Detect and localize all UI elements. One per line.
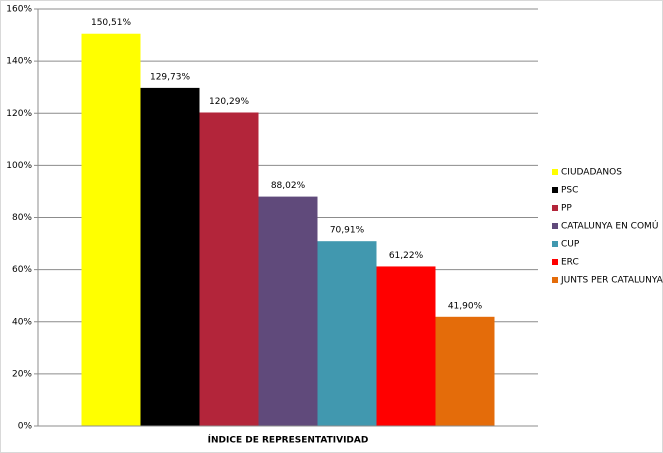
legend-label: CIUDADANOS [561, 168, 622, 178]
legend-swatch [552, 277, 558, 283]
bar [199, 112, 259, 426]
bar [140, 87, 200, 427]
legend-label: ERC [561, 258, 579, 268]
y-tick-label: 20% [12, 369, 32, 379]
legend-swatch [552, 241, 558, 247]
bar [258, 196, 318, 426]
y-tick-label: 60% [12, 265, 32, 275]
value-label: 129,73% [150, 72, 190, 82]
bar [81, 33, 141, 427]
x-tick-label: ÍNDICE DE REPRESENTATIVIDAD [208, 434, 369, 446]
y-tick-label: 40% [12, 317, 32, 327]
bar [376, 266, 436, 426]
value-label: 41,90% [448, 301, 483, 311]
y-tick-label: 120% [6, 109, 32, 119]
legend-swatch [552, 205, 558, 211]
value-label: 70,91% [330, 226, 365, 236]
legend-label: PP [561, 204, 572, 214]
y-tick-label: 0% [18, 422, 33, 432]
bar [435, 316, 495, 426]
legend-label: JUNTS PER CATALUNYA [560, 276, 663, 286]
legend-label: CUP [561, 240, 580, 250]
y-tick-label: 160% [6, 5, 32, 15]
value-label: 61,22% [389, 251, 424, 261]
legend-swatch [552, 259, 558, 265]
y-tick-label: 140% [6, 57, 32, 67]
y-tick-label: 80% [12, 213, 32, 223]
y-tick-label: 100% [6, 161, 32, 171]
value-label: 120,29% [209, 97, 249, 107]
bar [317, 241, 377, 426]
legend-swatch [552, 169, 558, 175]
legend-swatch [552, 187, 558, 193]
value-label: 88,02% [271, 181, 306, 191]
value-label: 150,51% [91, 18, 131, 28]
legend-label: PSC [561, 186, 578, 196]
legend-label: CATALUNYA EN COMÚ [561, 220, 658, 232]
legend-swatch [552, 223, 558, 229]
